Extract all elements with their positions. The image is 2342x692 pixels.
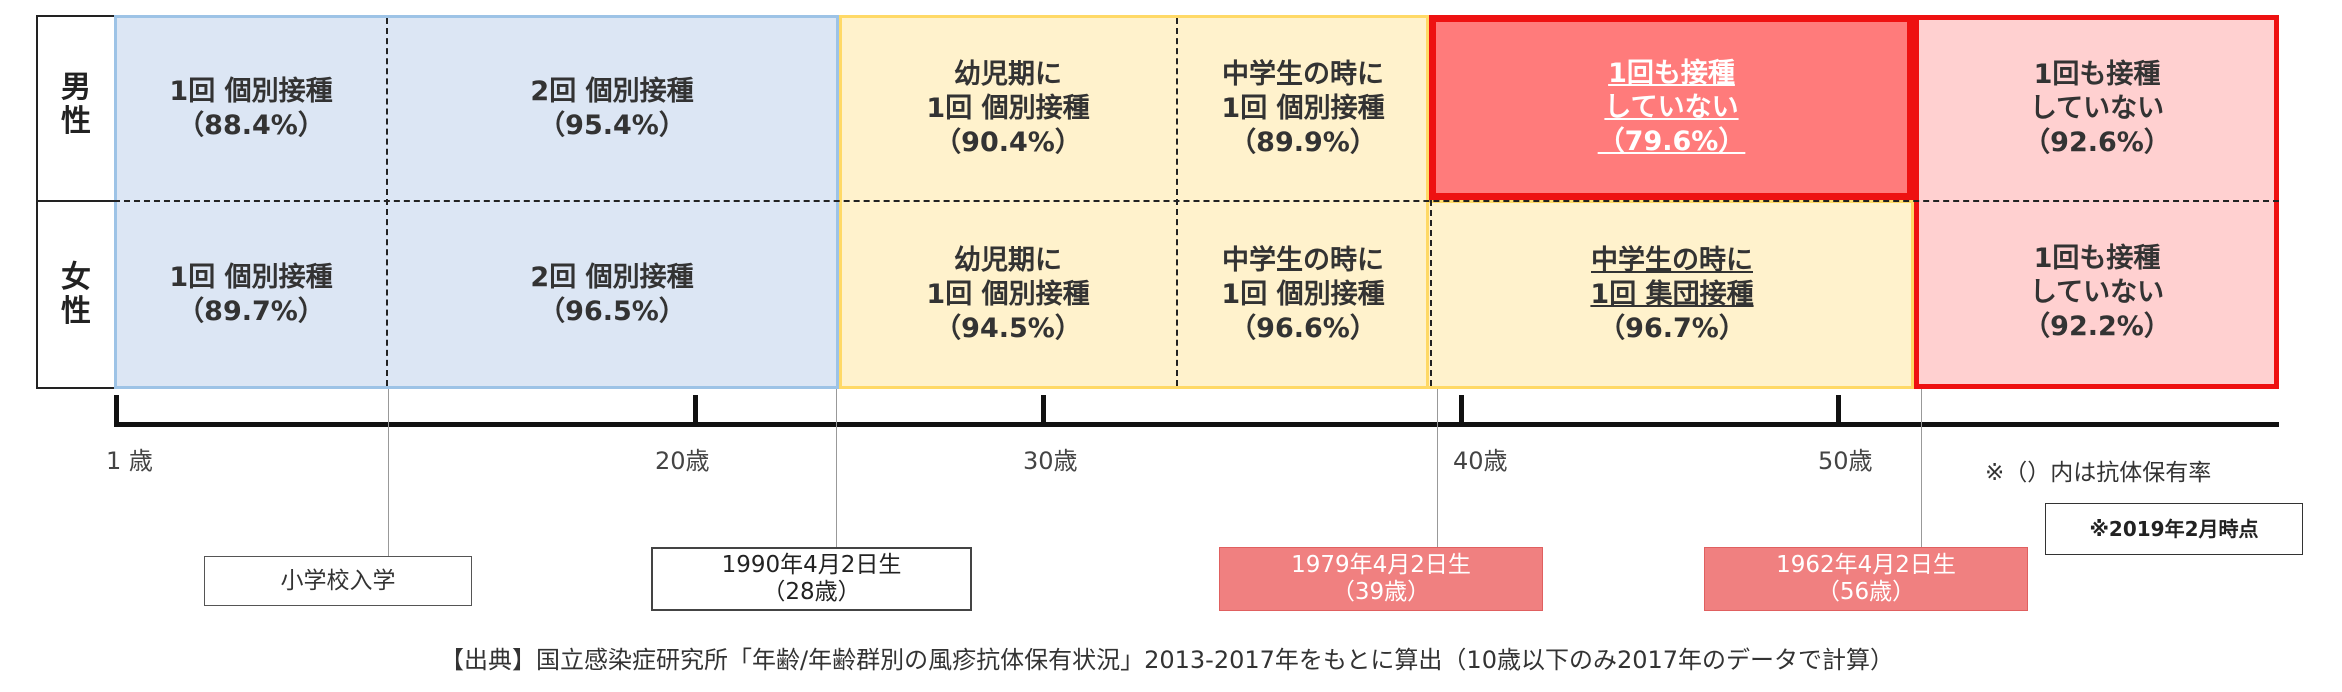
male-cell-4-line1: 中学生の時に xyxy=(1222,59,1384,90)
female-cell-6: 1回も接種 していない （92.2%） xyxy=(1918,202,2276,384)
female-cell-4: 中学生の時に 1回 個別接種 （96.6%） xyxy=(1176,202,1430,388)
female-cell-2: 2回 個別接種 （96.5%） xyxy=(386,202,838,388)
male-cell-1: 1回 個別接種 （88.4%） xyxy=(116,18,386,200)
male-cell-2-line1: 2回 個別接種 xyxy=(530,76,694,107)
female-cell-5-line3: （96.7%） xyxy=(1598,313,1746,344)
marker-1979-date: 1979年4月2日生 xyxy=(1291,552,1471,578)
marker-1990-date: 1990年4月2日生 xyxy=(721,552,902,578)
gender-male-char2: 性 xyxy=(61,104,91,139)
male-cell-5-line1: 1回も接種 xyxy=(1608,57,1735,89)
region-pink-female xyxy=(1914,200,2279,389)
marker-1990-age: （28歳） xyxy=(762,579,861,605)
marker-born-1979: 1979年4月2日生 （39歳） xyxy=(1219,547,1543,611)
female-cell-5: 中学生の時に 1回 集団接種 （96.7%） xyxy=(1432,202,1912,388)
marker-1962-age: （56歳） xyxy=(1816,579,1916,605)
axis-tick-30 xyxy=(1041,395,1046,427)
col-divider-3 xyxy=(1430,200,1432,386)
region-yellow xyxy=(839,15,1429,389)
female-cell-5-line1: 中学生の時に xyxy=(1591,245,1753,276)
gender-column xyxy=(36,15,116,389)
axis-label-30: 30歳 xyxy=(1023,447,1078,475)
gender-male-label: 男 性 xyxy=(56,60,96,150)
marker-elementary-text: 小学校入学 xyxy=(280,567,396,594)
female-cell-2-line1: 2回 個別接種 xyxy=(530,262,694,293)
female-cell-4-line3: （96.6%） xyxy=(1229,313,1377,344)
female-cell-6-line3: （92.2%） xyxy=(2023,311,2171,342)
marker-born-1962: 1962年4月2日生 （56歳） xyxy=(1704,547,2028,611)
male-cell-3: 幼児期に 1回 個別接種 （90.4%） xyxy=(840,18,1176,200)
col-divider-2 xyxy=(1176,18,1178,386)
row-divider xyxy=(114,200,2279,202)
gender-female-char1: 女 xyxy=(61,260,91,295)
male-cell-4: 中学生の時に 1回 個別接種 （89.9%） xyxy=(1176,18,1430,200)
axis-label-1: 1 歳 xyxy=(106,447,153,475)
female-cell-1-line2: （89.7%） xyxy=(177,296,325,327)
male-cell-5: 1回も接種 していない （79.6%） xyxy=(1436,22,1907,193)
female-cell-6-line1: 1回も接種 xyxy=(2033,243,2161,274)
axis-tick-50 xyxy=(1836,395,1841,427)
female-cell-4-line2: 1回 個別接種 xyxy=(1221,279,1385,310)
female-cell-2-line2: （96.5%） xyxy=(538,296,686,327)
male-cell-5-line2: していない xyxy=(1604,91,1739,123)
region-pink-male xyxy=(1914,15,2279,203)
leader-elementary xyxy=(388,389,389,556)
region-blue xyxy=(114,15,839,389)
male-cell-3-line3: （90.4%） xyxy=(934,127,1082,158)
axis-tick-20 xyxy=(693,395,698,427)
male-cell-6-line3: （92.6%） xyxy=(2023,127,2171,158)
male-cell-6-line1: 1回も接種 xyxy=(2033,59,2161,90)
female-cell-1-line1: 1回 個別接種 xyxy=(169,262,333,293)
male-cell-2: 2回 個別接種 （95.4%） xyxy=(386,18,838,200)
gender-female-char2: 性 xyxy=(61,294,91,329)
as-of-note-text: ※2019年2月時点 xyxy=(2089,516,2259,541)
female-cell-4-line1: 中学生の時に xyxy=(1222,245,1384,276)
male-cell-1-line1: 1回 個別接種 xyxy=(169,76,333,107)
axis-tick-1 xyxy=(114,395,119,427)
region-red-highlight xyxy=(1429,15,1914,200)
leader-1962 xyxy=(1921,389,1922,547)
male-cell-5-line3: （79.6%） xyxy=(1597,125,1746,157)
leader-1979 xyxy=(1437,389,1438,547)
marker-born-1990: 1990年4月2日生 （28歳） xyxy=(651,547,972,611)
gender-divider xyxy=(36,200,116,202)
antibody-note: ※（）内は抗体保有率 xyxy=(1985,460,2212,486)
gender-female-label: 女 性 xyxy=(56,250,96,340)
female-cell-3-line1: 幼児期に xyxy=(954,245,1062,276)
female-cell-3-line2: 1回 個別接種 xyxy=(926,279,1090,310)
source-citation: 【出典】国立感染症研究所「年齢/年齢群別の風疹抗体保有状況」2013-2017年… xyxy=(440,646,1895,674)
male-cell-1-line2: （88.4%） xyxy=(177,110,325,141)
male-cell-6-line2: していない xyxy=(2029,93,2165,124)
marker-1979-age: （39歳） xyxy=(1331,579,1431,605)
axis-label-40: 40歳 xyxy=(1453,447,1508,475)
female-cell-3: 幼児期に 1回 個別接種 （94.5%） xyxy=(840,202,1176,388)
female-cell-3-line3: （94.5%） xyxy=(934,313,1082,344)
axis-label-50: 50歳 xyxy=(1818,447,1873,475)
age-axis-line xyxy=(114,422,2279,427)
gender-male-char1: 男 xyxy=(61,70,91,105)
male-cell-4-line3: （89.9%） xyxy=(1229,127,1377,158)
marker-elementary-entry: 小学校入学 xyxy=(204,556,472,606)
axis-tick-40 xyxy=(1459,395,1464,427)
male-cell-6: 1回も接種 していない （92.6%） xyxy=(1918,18,2276,200)
male-cell-2-line2: （95.4%） xyxy=(538,110,686,141)
marker-1962-date: 1962年4月2日生 xyxy=(1776,552,1956,578)
col-divider-1 xyxy=(386,18,388,386)
male-cell-3-line2: 1回 個別接種 xyxy=(926,93,1090,124)
leader-1990 xyxy=(836,389,837,547)
female-cell-1: 1回 個別接種 （89.7%） xyxy=(116,202,386,388)
female-cell-6-line2: していない xyxy=(2029,277,2165,308)
axis-label-20: 20歳 xyxy=(655,447,710,475)
female-cell-5-line2: 1回 集団接種 xyxy=(1590,279,1754,310)
male-cell-4-line2: 1回 個別接種 xyxy=(1221,93,1385,124)
male-cell-3-line1: 幼児期に xyxy=(954,59,1062,90)
as-of-note: ※2019年2月時点 xyxy=(2045,503,2303,555)
